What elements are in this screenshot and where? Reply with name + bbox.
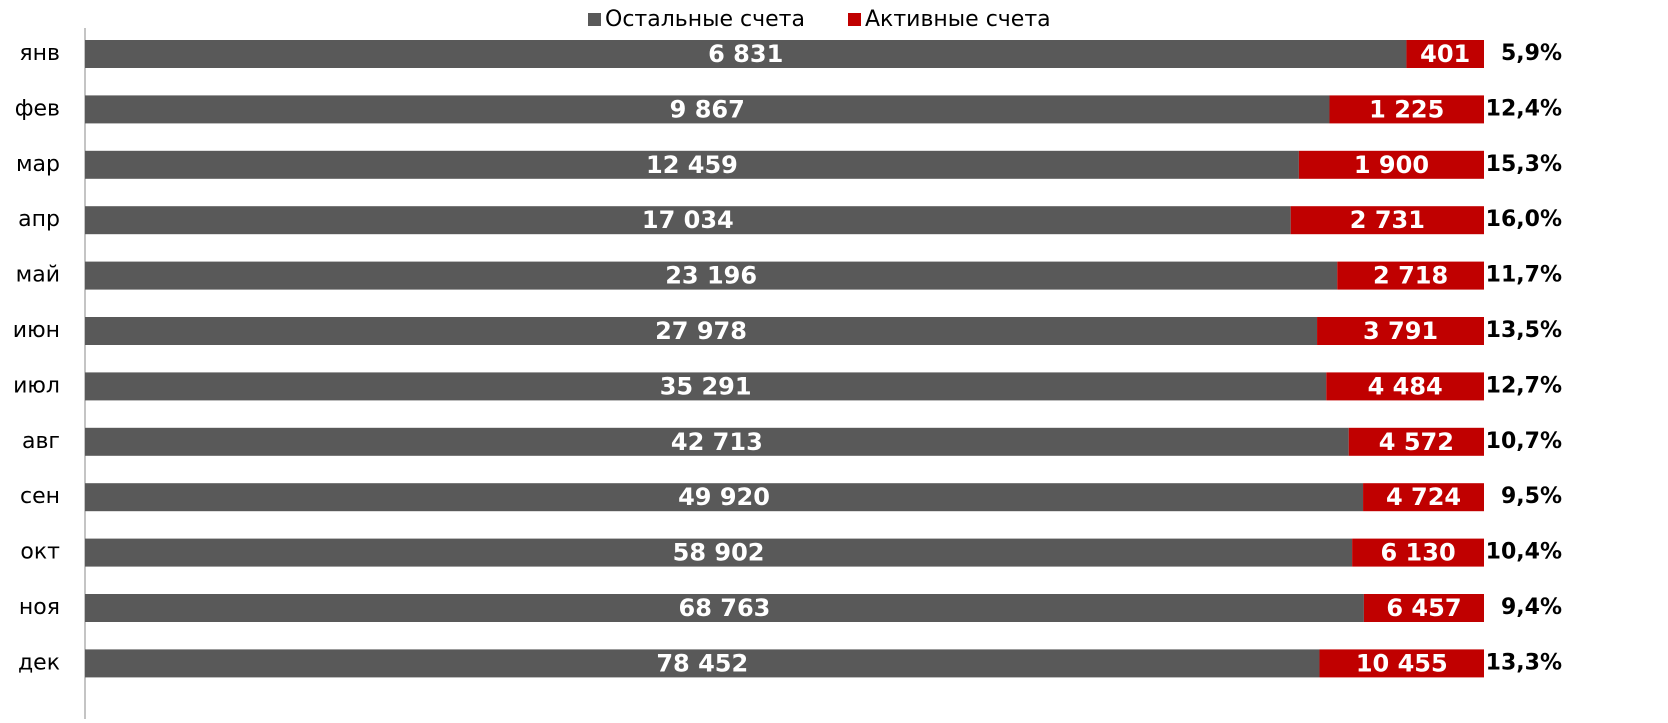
data-label: 2 718 — [1373, 262, 1448, 290]
bar-segment — [85, 594, 1364, 622]
share-label: 10,7% — [1486, 429, 1562, 454]
bar-segment — [85, 372, 1327, 401]
data-label: 68 763 — [679, 594, 771, 622]
bar-segment — [85, 95, 1330, 124]
bar-segment — [1348, 427, 1484, 456]
share-label: 10,4% — [1486, 540, 1562, 565]
share-label: 13,3% — [1486, 650, 1562, 675]
data-label: 58 902 — [673, 539, 765, 567]
bar-segment — [85, 150, 1299, 179]
y-tick-label: июн — [13, 318, 60, 343]
data-label: 6 831 — [708, 40, 783, 68]
bar-segment — [1363, 594, 1484, 622]
bar-segment — [85, 206, 1291, 235]
y-tick-label: апр — [18, 207, 60, 232]
share-label: 13,5% — [1486, 318, 1562, 343]
y-tick-label: дек — [18, 650, 60, 675]
bar-segment — [85, 427, 1349, 456]
y-tick-label: сен — [20, 484, 60, 509]
data-label: 4 724 — [1386, 483, 1461, 511]
data-label: 4 484 — [1368, 372, 1443, 400]
share-label: 11,7% — [1486, 263, 1562, 288]
data-label: 10 455 — [1356, 649, 1448, 677]
data-label: 1 900 — [1354, 151, 1429, 179]
y-tick-label: ноя — [19, 595, 60, 620]
data-label: 3 791 — [1363, 317, 1438, 345]
bar-segment — [85, 40, 1407, 68]
share-label: 15,3% — [1486, 152, 1562, 177]
data-label: 23 196 — [665, 262, 757, 290]
y-tick-label: мар — [16, 152, 60, 177]
data-label: 9 867 — [670, 95, 745, 123]
y-tick-label: июл — [13, 373, 60, 398]
data-label: 2 731 — [1350, 206, 1425, 234]
y-tick-label: окт — [20, 540, 60, 565]
legend-label: Остальные счета — [605, 7, 805, 32]
bar-segment — [1298, 150, 1484, 179]
data-label: 6 130 — [1380, 539, 1455, 567]
share-label: 9,5% — [1501, 484, 1562, 509]
bar-segment — [1317, 317, 1484, 345]
share-label: 12,7% — [1486, 373, 1562, 398]
bar-segment — [1290, 206, 1484, 235]
legend-label: Активные счета — [865, 7, 1051, 32]
share-label: 16,0% — [1486, 207, 1562, 232]
bar-segment — [85, 317, 1318, 345]
y-tick-label: авг — [22, 429, 60, 454]
data-label: 1 225 — [1369, 95, 1444, 123]
bar-segment — [1352, 538, 1484, 567]
y-tick-label: май — [16, 263, 60, 288]
bar-segment — [1326, 372, 1484, 401]
bar-segment — [1319, 649, 1484, 678]
data-label: 12 459 — [646, 151, 738, 179]
data-label: 35 291 — [660, 372, 752, 400]
bar-segment — [85, 483, 1364, 512]
share-label: 12,4% — [1486, 96, 1562, 121]
data-label: 78 452 — [656, 649, 748, 677]
legend-swatch — [848, 13, 861, 26]
bar-segment — [1363, 483, 1484, 512]
data-label: 42 713 — [671, 428, 763, 456]
share-label: 9,4% — [1501, 595, 1562, 620]
data-label: 49 920 — [678, 483, 770, 511]
data-label: 4 572 — [1379, 428, 1454, 456]
data-label: 27 978 — [655, 317, 747, 345]
share-label: 5,9% — [1501, 41, 1562, 66]
bar-segment — [1406, 40, 1484, 68]
data-label: 401 — [1420, 40, 1470, 68]
legend-swatch — [588, 13, 601, 26]
bar-segment — [85, 538, 1353, 567]
bar-segment — [85, 261, 1338, 290]
y-tick-label: янв — [19, 41, 60, 66]
bar-segment — [1329, 95, 1484, 124]
data-label: 6 457 — [1386, 594, 1461, 622]
bar-segment — [85, 649, 1320, 678]
data-label: 17 034 — [642, 206, 734, 234]
bar-segment — [1337, 261, 1484, 290]
y-tick-label: фев — [15, 96, 60, 121]
